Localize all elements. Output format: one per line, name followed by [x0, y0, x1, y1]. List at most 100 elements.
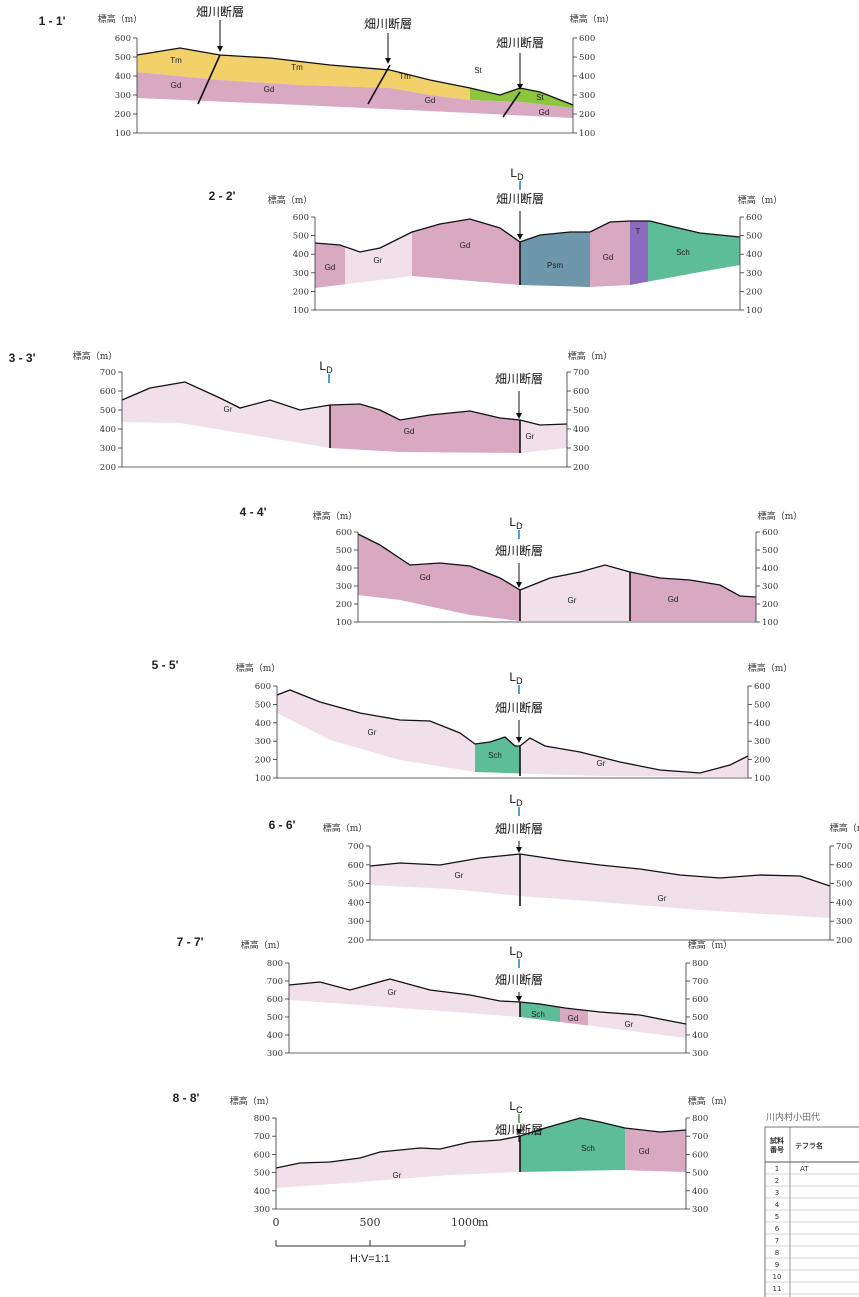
table-cell: 11 — [773, 1285, 782, 1293]
unit-label: Gd — [603, 253, 614, 262]
unit-label: Gr — [526, 432, 535, 441]
scale-ratio: H:V=1:1 — [350, 1253, 390, 1265]
marker-sub: D — [516, 521, 523, 531]
tick-label: 200 — [746, 287, 762, 297]
marker-sub: D — [517, 172, 524, 182]
tick-label: 200 — [100, 463, 116, 473]
tick-label: 400 — [293, 250, 309, 260]
tick-label: 100 — [762, 618, 778, 628]
tick-label: 600 — [692, 1150, 708, 1160]
marker-sub: D — [516, 676, 523, 686]
section-label: 8 - 8' — [173, 1091, 200, 1105]
scale-label: 500 — [360, 1216, 381, 1229]
geologic-unit — [520, 232, 590, 287]
tick-label: 700 — [267, 977, 283, 987]
table-title: 川内村小田代 — [766, 1111, 820, 1123]
tick-label: 800 — [692, 959, 708, 969]
unit-label: Gd — [420, 573, 431, 582]
geologic-unit — [122, 382, 330, 448]
tick-label: 500 — [754, 700, 770, 710]
table-cell: 10 — [773, 1273, 782, 1281]
unit-label: Gd — [425, 96, 436, 105]
tick-label: 100 — [754, 774, 770, 784]
lineament-marker: LD — [509, 670, 523, 686]
tick-label: 200 — [762, 600, 778, 610]
tick-label: 300 — [836, 917, 852, 927]
geologic-unit — [625, 1128, 686, 1172]
axis-unit: 標高（m） — [758, 510, 803, 522]
axis-unit: 標高（m） — [313, 510, 358, 522]
unit-label: St — [474, 66, 482, 75]
section-label: 6 - 6' — [269, 818, 296, 832]
unit-label: Sch — [531, 1010, 545, 1019]
unit-label: Tm — [399, 72, 411, 81]
axis-unit: 標高（m） — [570, 13, 615, 25]
table-header: テフラ名 — [795, 1141, 823, 1150]
tick-label: 300 — [692, 1049, 708, 1059]
cross-section: 7006005004003002007006005004003002003 - … — [9, 350, 613, 473]
section-label: 1 - 1' — [39, 14, 66, 28]
fault-name: 畑川断層 — [495, 821, 543, 836]
data-table: 川内村小田代試料番号テフラ名1AT234567891011 — [765, 1111, 859, 1297]
tick-label: 400 — [754, 719, 770, 729]
tick-label: 300 — [579, 91, 595, 101]
tick-label: 300 — [348, 917, 364, 927]
axis-unit: 標高（m） — [236, 662, 281, 674]
unit-label: Gr — [455, 871, 464, 880]
geologic-unit — [370, 854, 830, 918]
section-label: 7 - 7' — [177, 935, 204, 949]
tick-label: 500 — [692, 1013, 708, 1023]
table-cell: 3 — [775, 1189, 779, 1197]
tick-label: 600 — [115, 34, 131, 44]
unit-label: Gd — [639, 1147, 650, 1156]
tick-label: 500 — [293, 232, 309, 242]
tick-label: 800 — [692, 1114, 708, 1124]
tick-label: 300 — [115, 91, 131, 101]
unit-label: St — [536, 93, 544, 102]
axis-unit: 標高（m） — [241, 939, 286, 951]
lineament-marker: LD — [509, 792, 523, 808]
unit-label: Gr — [393, 1171, 402, 1180]
lineament-marker: LC — [509, 1099, 523, 1115]
tick-label: 600 — [746, 213, 762, 223]
unit-label: Gd — [568, 1014, 579, 1023]
unit-label: T — [636, 227, 641, 236]
tick-label: 700 — [573, 368, 589, 378]
tick-label: 600 — [762, 528, 778, 538]
tick-label: 100 — [336, 618, 352, 628]
unit-label: Gd — [171, 81, 182, 90]
arrow-head — [517, 234, 523, 240]
tick-label: 200 — [754, 756, 770, 766]
fault-name: 畑川断層 — [495, 700, 543, 715]
tick-label: 400 — [100, 425, 116, 435]
tick-label: 400 — [579, 72, 595, 82]
tick-label: 600 — [336, 528, 352, 538]
tick-label: 200 — [579, 110, 595, 120]
axis-unit: 標高（m） — [830, 822, 859, 834]
unit-label: Sch — [488, 751, 502, 760]
tick-label: 500 — [746, 232, 762, 242]
tick-label: 600 — [254, 1150, 270, 1160]
tick-label: 700 — [692, 1132, 708, 1142]
tick-label: 500 — [100, 406, 116, 416]
tick-label: 700 — [836, 842, 852, 852]
tick-label: 400 — [692, 1187, 708, 1197]
tick-label: 500 — [336, 546, 352, 556]
geologic-unit — [520, 738, 748, 777]
unit-label: Gd — [539, 108, 550, 117]
lineament-marker: LD — [319, 359, 333, 375]
tick-label: 200 — [255, 756, 271, 766]
unit-label: Tm — [291, 63, 303, 72]
unit-label: Gr — [388, 988, 397, 997]
tick-label: 100 — [115, 129, 131, 139]
geologic-sections: 600 500 400 300 200 100 600 500 400 300 200 100 1 - … — [0, 0, 859, 1297]
unit-label: Gr — [568, 596, 577, 605]
tick-label: 400 — [255, 719, 271, 729]
tick-label: 400 — [348, 898, 364, 908]
tick-label: 400 — [336, 564, 352, 574]
arrow-head — [516, 737, 522, 743]
tick-label: 300 — [267, 1049, 283, 1059]
cross-section: 6005004003002001006005004003002001002 - … — [209, 166, 783, 316]
axis-unit: 標高（m） — [688, 1095, 733, 1107]
scale-label: 1000 — [451, 1216, 479, 1229]
